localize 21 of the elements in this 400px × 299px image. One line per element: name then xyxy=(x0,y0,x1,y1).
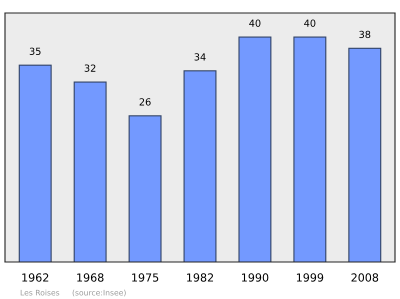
data-label: 35 xyxy=(30,48,41,55)
bar xyxy=(128,115,162,262)
x-tick-label: 1982 xyxy=(187,273,214,282)
bar xyxy=(18,64,52,262)
x-tick-label: 2008 xyxy=(351,273,378,282)
bar xyxy=(238,36,272,262)
x-tick-label: 1975 xyxy=(132,273,158,282)
data-label: 40 xyxy=(304,19,316,27)
x-tick-label: 1968 xyxy=(77,273,104,282)
bar xyxy=(184,70,216,262)
bar xyxy=(348,48,382,262)
data-label: 34 xyxy=(194,53,206,61)
data-label: 40 xyxy=(249,19,260,27)
data-label: 38 xyxy=(359,30,370,38)
bar xyxy=(74,82,107,262)
data-label: 26 xyxy=(140,98,151,106)
data-label: 32 xyxy=(84,64,96,72)
x-tick-label: 1999 xyxy=(296,273,324,282)
x-tick-label: 1990 xyxy=(242,273,268,282)
bar xyxy=(293,36,326,262)
x-tick-label: 1962 xyxy=(22,273,48,282)
